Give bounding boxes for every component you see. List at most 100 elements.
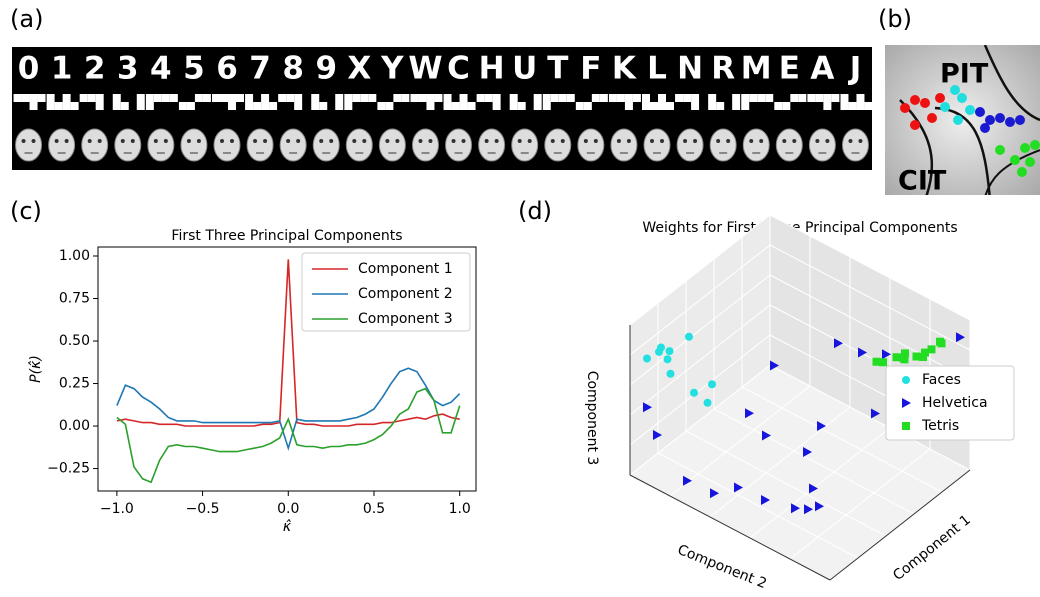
face-eye (329, 139, 334, 143)
recording-site (910, 120, 920, 130)
point (708, 380, 716, 389)
face-eye (120, 139, 125, 143)
tetris-cell (228, 94, 236, 102)
tetris-cell (319, 102, 328, 110)
point (872, 357, 881, 366)
tetris-cell (294, 94, 303, 102)
tetris-cell (666, 102, 674, 110)
pane-grid (629, 304, 771, 416)
tetris-cell (410, 94, 419, 102)
point (745, 408, 754, 419)
stimulus-character: R (711, 51, 735, 87)
point (666, 369, 675, 378)
tetris-cell (377, 102, 386, 110)
recording-site (975, 107, 985, 117)
tetris-cell (294, 102, 303, 110)
stimulus-character: A (810, 51, 834, 87)
face-eye (527, 139, 532, 143)
point (643, 354, 651, 363)
stimulus-character: 2 (84, 51, 106, 87)
tetris-cell (286, 94, 295, 102)
y-axis-label: Component 2 (675, 542, 769, 592)
stimulus-character: 3 (117, 51, 139, 87)
stimulus-character: 8 (282, 51, 304, 87)
point (683, 475, 692, 486)
tetris-cell (269, 102, 278, 110)
point (804, 504, 813, 515)
face-eye (484, 139, 489, 143)
face-eye (451, 139, 456, 143)
face-eye (352, 139, 357, 143)
tetris-cell (161, 94, 170, 102)
series-line (116, 387, 461, 484)
point (791, 503, 800, 514)
tetris-cell (120, 102, 129, 110)
tetris-cell (708, 102, 717, 110)
tetris-cell (368, 94, 377, 102)
recording-site (995, 113, 1005, 123)
tetris-cell (202, 94, 211, 102)
y-tick-label: 0.25 (59, 376, 90, 392)
tetris-cell (186, 102, 195, 110)
panel-label: (a) (10, 5, 43, 33)
recording-site (957, 93, 967, 103)
face-eye (64, 139, 69, 143)
face-eye (21, 139, 26, 143)
face-eye (693, 139, 698, 143)
point (912, 352, 921, 361)
tetris-cell (145, 94, 154, 102)
tetris-cell (591, 94, 600, 102)
point (858, 347, 867, 358)
face-eye (815, 139, 820, 143)
tetris-cell (624, 102, 633, 110)
y-tick-label: 0.75 (59, 291, 90, 307)
tetris-cell (749, 94, 758, 102)
tetris-cell (46, 94, 55, 102)
y-axis-label: P(κ̂) (28, 355, 44, 383)
plot-frame (97, 246, 477, 492)
legend-label: Tetris (921, 418, 959, 434)
tetris-cell (112, 102, 121, 110)
recording-site (953, 115, 963, 125)
point (690, 388, 698, 397)
brain-map: PIT CIT (885, 45, 1040, 195)
tetris-cell (790, 94, 799, 102)
z-axis-label: Component 3 (584, 371, 600, 466)
point (703, 398, 712, 407)
recording-site (910, 95, 920, 105)
legend-swatch (902, 376, 910, 384)
tetris-cell (401, 94, 410, 102)
tetris-cell (774, 102, 783, 110)
tetris-cell (476, 94, 485, 102)
tetris-cell (467, 102, 476, 110)
tetris-cell (459, 102, 468, 110)
axis-line (829, 469, 971, 581)
x-axis-label: κ̂ (283, 519, 292, 535)
tetris-cell (311, 94, 320, 102)
pane-grid (749, 427, 891, 539)
tetris-cell (708, 94, 717, 102)
face (577, 128, 605, 162)
face (48, 128, 76, 162)
face-eye (583, 139, 588, 143)
y-tick-label: 0.50 (59, 333, 90, 349)
pane-grid (629, 274, 771, 386)
face (676, 128, 704, 162)
face-eye (660, 139, 664, 143)
tetris-cell (46, 102, 55, 110)
face (808, 128, 836, 162)
face (279, 128, 307, 162)
recording-site (1017, 167, 1027, 177)
pane-grid (709, 406, 851, 518)
face-eye (319, 139, 324, 143)
legend-label: Helvetica (922, 395, 988, 411)
face-eye (296, 139, 301, 143)
tetris-cell (145, 102, 154, 110)
tetris-cell (642, 94, 650, 102)
tetris-cell (261, 94, 270, 102)
point (665, 347, 674, 356)
point (643, 402, 652, 413)
tetris-cell (169, 94, 178, 102)
pane-grid (685, 430, 887, 537)
face (312, 128, 340, 162)
